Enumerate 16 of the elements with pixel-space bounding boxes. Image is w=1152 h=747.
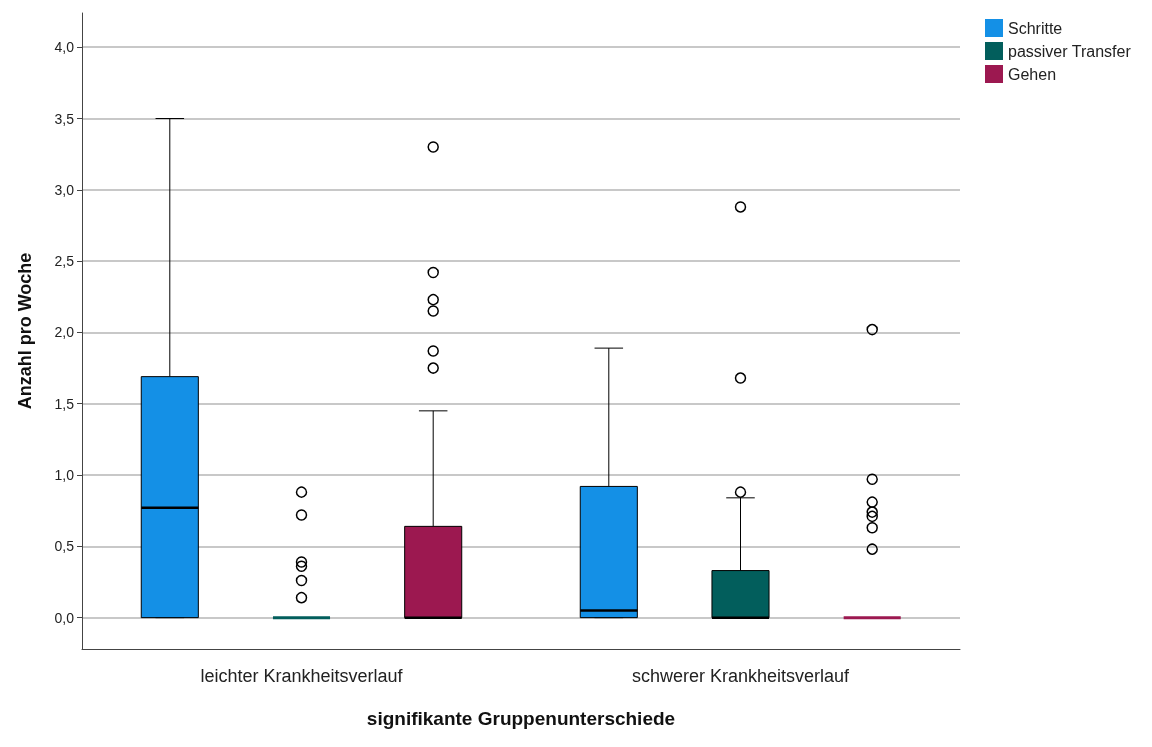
y-tick-label: 0,0: [54, 609, 75, 626]
y-tick-label: 0,5: [54, 538, 75, 555]
y-tick-label: 3,5: [54, 110, 75, 127]
legend-label: Gehen: [1008, 65, 1057, 83]
x-tick-label: schwerer Krankheitsverlauf: [631, 666, 851, 686]
x-tick-label: leichter Krankheitsverlauf: [200, 666, 404, 686]
y-tick-label: 1,5: [54, 395, 75, 412]
y-axis-title: Anzahl pro Woche: [15, 252, 35, 410]
y-tick-label: 4,0: [54, 39, 75, 56]
x-axis-title: signifikante Gruppenunterschiede: [366, 708, 676, 729]
legend-label: Schritte: [1008, 19, 1063, 37]
y-tick-label: 1,0: [54, 467, 75, 484]
legend-label: passiver Transfer: [1008, 42, 1132, 60]
y-tick-label: 2,5: [54, 253, 75, 270]
y-tick-label: 2,0: [54, 324, 75, 341]
y-tick-label: 3,0: [54, 181, 75, 198]
